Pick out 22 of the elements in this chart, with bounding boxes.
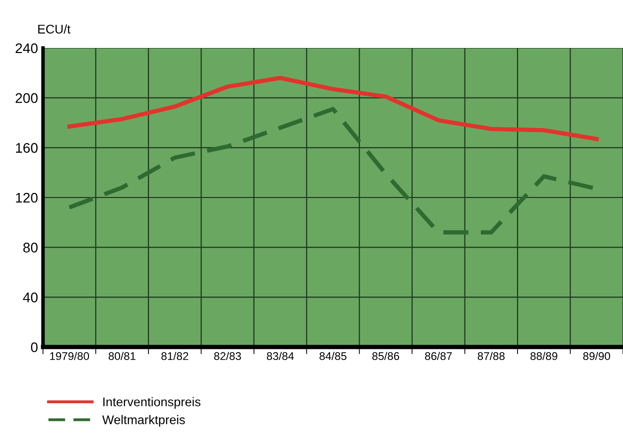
y-tick-label: 80 [23,242,38,253]
y-tick-label: 240 [16,43,38,54]
line-series [67,76,599,142]
x-tick-label: 86/87 [425,352,452,360]
x-tick-label: 83/84 [266,352,294,360]
y-tick-label: 120 [16,192,38,203]
x-tick-label: 84/85 [320,352,346,360]
x-tick-label: 89/90 [583,352,610,360]
x-tick-label: 80/81 [108,352,136,360]
x-tick-label: 88/89 [530,352,558,360]
y-tick-label: 160 [16,143,38,153]
x-tick-label: 81/82 [161,352,188,360]
x-tick-label: 1979/80 [50,352,90,360]
legend-label: Interventionspreis [103,397,200,409]
x-tick-label: 82/83 [214,352,241,360]
y-axis-title: ECU/t [38,24,70,34]
y-tick-label: 200 [16,93,38,104]
y-tick-label: 0 [30,342,38,352]
y-tick-label: 40 [23,292,38,302]
x-tick-label: 85/86 [372,352,400,360]
x-tick-label: 87/88 [478,352,505,360]
legend-label: Weltmarktpreis [102,415,185,427]
